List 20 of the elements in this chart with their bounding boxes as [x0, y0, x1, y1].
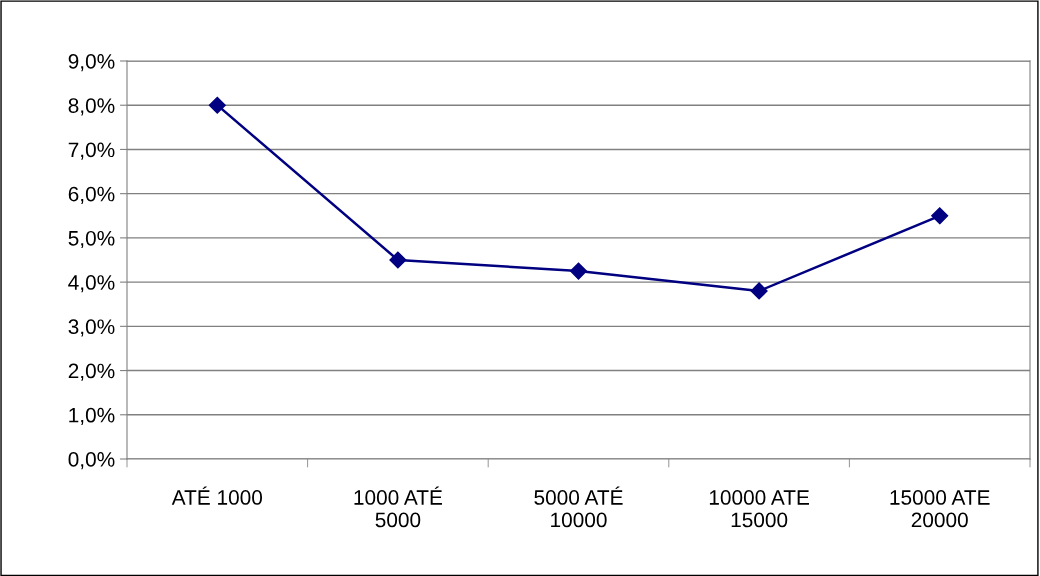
- point: [389, 251, 407, 269]
- y-tick-label: 3,0%: [68, 319, 115, 337]
- x-tick-label: ATÉ 1000: [171, 486, 263, 505]
- point: [931, 207, 949, 225]
- y-tick-label: 8,0%: [68, 98, 115, 116]
- y-tick-label: 6,0%: [68, 186, 115, 204]
- y-tick-label: 4,0%: [68, 275, 115, 293]
- point: [569, 262, 588, 280]
- y-tick-label: 2,0%: [68, 363, 115, 381]
- y-tick-label: 0,0%: [68, 452, 115, 470]
- x-tick-label: 10000 ATE 15000: [709, 490, 809, 528]
- x-tick-label: 15000 ATE 20000: [890, 490, 990, 528]
- x-tick-label: 5000 ATÉ 10000: [534, 486, 623, 528]
- y-tick-label: 9,0%: [68, 54, 115, 72]
- point: [208, 96, 226, 114]
- x-tick-label: 1000 ATÉ 5000: [354, 486, 442, 528]
- y-tick-label: 5,0%: [68, 230, 115, 249]
- y-tick-label: 1,0%: [69, 407, 115, 425]
- point: [750, 282, 768, 300]
- y-tick-label: 7,0%: [68, 142, 115, 160]
